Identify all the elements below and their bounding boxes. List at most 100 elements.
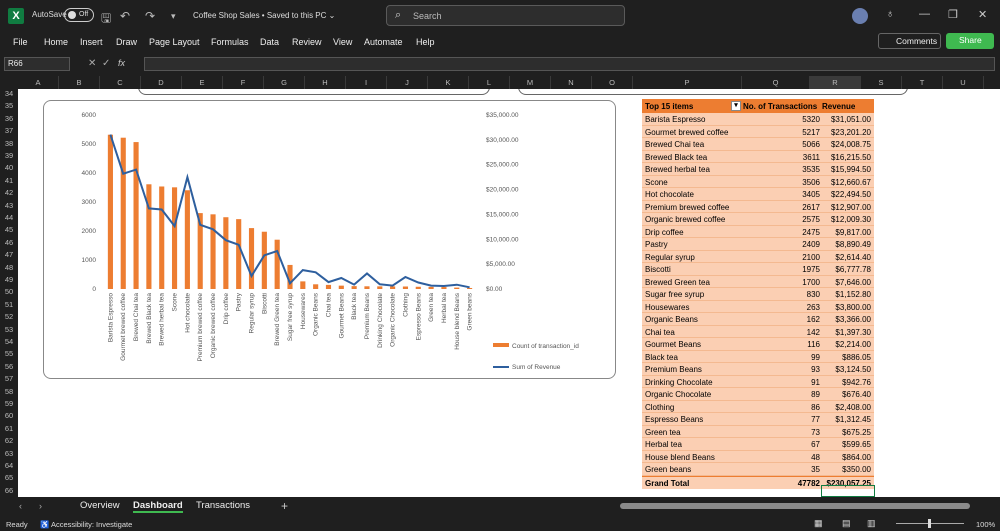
- column-header[interactable]: O: [592, 76, 633, 89]
- row-header[interactable]: 44: [4, 213, 14, 222]
- page-break-view-icon[interactable]: ▥: [867, 518, 876, 528]
- pivot-row[interactable]: Organic brewed coffee 2575 $12,009.30: [642, 213, 874, 226]
- row-header[interactable]: 42: [4, 188, 14, 198]
- row-header[interactable]: 64: [4, 461, 14, 470]
- enter-icon[interactable]: ✓: [102, 58, 111, 69]
- column-header[interactable]: H: [305, 76, 346, 89]
- pivot-row[interactable]: Brewed herbal tea 3535 $15,994.50: [642, 163, 874, 176]
- menu-view[interactable]: View: [333, 37, 353, 47]
- minimize-icon[interactable]: —: [919, 8, 930, 20]
- row-header[interactable]: 56: [4, 361, 14, 371]
- row-header[interactable]: 38: [4, 138, 14, 148]
- pivot-row[interactable]: Chai tea 142 $1,397.30: [642, 326, 874, 338]
- tab-dashboard[interactable]: Dashboard: [133, 500, 183, 513]
- pivot-row[interactable]: Regular syrup 2100 $2,614.40: [642, 251, 874, 263]
- pivot-row[interactable]: Drip coffee 2475 $9,817.00: [642, 226, 874, 238]
- menu-page-layout[interactable]: Page Layout: [149, 37, 200, 47]
- share-button[interactable]: Share: [946, 33, 994, 49]
- worksheet-grid[interactable]: 0 1000 2000 3000 4000 5000 6000 $0.00 $5,000.00 $…: [18, 89, 1000, 497]
- document-title[interactable]: Coffee Shop Sales • Saved to this PC ⌄: [193, 11, 336, 20]
- search-box[interactable]: ⌕ Search: [386, 5, 625, 26]
- redo-icon[interactable]: ↷: [145, 9, 156, 23]
- undo-icon[interactable]: ↶: [120, 9, 131, 23]
- customize-toolbar-icon[interactable]: ▾: [171, 11, 176, 21]
- menu-file[interactable]: File: [13, 37, 28, 47]
- row-header[interactable]: 51: [4, 299, 14, 309]
- avatar[interactable]: [852, 8, 868, 24]
- pivot-row[interactable]: Brewed Green tea 1700 $7,646.00: [642, 276, 874, 288]
- row-header[interactable]: 37: [4, 126, 14, 136]
- menu-review[interactable]: Review: [292, 37, 322, 47]
- row-header[interactable]: 53: [4, 324, 14, 334]
- pivot-row[interactable]: Green beans 35 $350.00: [642, 463, 874, 476]
- row-header[interactable]: 49: [4, 275, 14, 284]
- horizontal-scrollbar[interactable]: [620, 503, 970, 509]
- next-sheet-icon[interactable]: ›: [39, 501, 42, 511]
- pivot-table[interactable]: Top 15 items ▾ No. of Transactions Reven…: [642, 99, 874, 489]
- pivot-row[interactable]: Brewed Chai tea 5066 $24,008.75: [642, 138, 874, 151]
- restore-icon[interactable]: ❐: [948, 9, 958, 21]
- row-header[interactable]: 63: [4, 448, 14, 458]
- pivot-row[interactable]: Premium Beans 93 $3,124.50: [642, 363, 874, 376]
- row-header[interactable]: 34: [4, 89, 14, 98]
- row-header[interactable]: 48: [4, 262, 14, 272]
- autosave-toggle[interactable]: Off: [64, 8, 94, 22]
- pivot-row[interactable]: Gourmet Beans 116 $2,214.00: [642, 338, 874, 351]
- row-header[interactable]: 59: [4, 399, 14, 408]
- column-header[interactable]: Q: [742, 76, 810, 89]
- row-header[interactable]: 60: [4, 411, 14, 421]
- pivot-row[interactable]: Barista Espresso 5320 $31,051.00: [642, 113, 874, 126]
- row-header[interactable]: 66: [4, 485, 14, 495]
- name-box[interactable]: R66: [4, 57, 70, 71]
- column-header[interactable]: U: [943, 76, 984, 89]
- pivot-row[interactable]: Hot chocolate 3405 $22,494.50: [642, 188, 874, 201]
- pivot-row[interactable]: Herbal tea 67 $599.65: [642, 438, 874, 451]
- pivot-row[interactable]: Drinking Chocolate 91 $942.76: [642, 376, 874, 388]
- pivot-row[interactable]: Espresso Beans 77 $1,312.45: [642, 413, 874, 426]
- pivot-row[interactable]: Pastry 2409 $8,890.49: [642, 238, 874, 251]
- column-header[interactable]: B: [59, 76, 100, 89]
- column-header[interactable]: R: [810, 76, 861, 89]
- row-header[interactable]: 40: [4, 163, 14, 173]
- row-header[interactable]: 39: [4, 151, 14, 160]
- row-header[interactable]: 36: [4, 113, 14, 123]
- menu-formulas[interactable]: Formulas: [211, 37, 249, 47]
- filter-dropdown-icon[interactable]: ▾: [731, 101, 741, 111]
- column-header[interactable]: M: [510, 76, 551, 89]
- pivot-row[interactable]: Organic Beans 162 $3,366.00: [642, 313, 874, 326]
- column-header[interactable]: A: [18, 76, 59, 89]
- menu-automate[interactable]: Automate: [364, 37, 403, 47]
- column-header[interactable]: D: [141, 76, 182, 89]
- add-sheet-icon[interactable]: +: [281, 499, 289, 513]
- row-header[interactable]: 58: [4, 386, 14, 396]
- pivot-row[interactable]: Green tea 73 $675.25: [642, 426, 874, 438]
- close-icon[interactable]: ✕: [978, 9, 988, 21]
- pivot-row[interactable]: Brewed Black tea 3611 $16,215.50: [642, 151, 874, 163]
- column-header[interactable]: P: [633, 76, 742, 89]
- row-header[interactable]: 35: [4, 101, 14, 111]
- pivot-row[interactable]: Organic Chocolate 89 $676.40: [642, 388, 874, 401]
- row-header[interactable]: 41: [4, 175, 14, 185]
- column-header[interactable]: I: [346, 76, 387, 89]
- page-layout-view-icon[interactable]: ▤: [842, 518, 851, 528]
- lightbulb-icon[interactable]: ♁: [886, 8, 895, 20]
- column-header[interactable]: J: [387, 76, 428, 89]
- row-header[interactable]: 46: [4, 237, 14, 247]
- column-header[interactable]: F: [223, 76, 264, 89]
- prev-sheet-icon[interactable]: ‹: [19, 501, 22, 511]
- formula-input[interactable]: [144, 57, 995, 71]
- column-header[interactable]: G: [264, 76, 305, 89]
- row-header[interactable]: 54: [4, 337, 14, 346]
- tab-overview[interactable]: Overview: [80, 500, 120, 511]
- column-header[interactable]: T: [902, 76, 943, 89]
- cancel-icon[interactable]: ✕: [88, 58, 97, 69]
- column-header[interactable]: C: [100, 76, 141, 89]
- pivot-row[interactable]: Housewares 263 $3,800.00: [642, 301, 874, 313]
- column-header[interactable]: L: [469, 76, 510, 89]
- row-header[interactable]: 65: [4, 473, 14, 483]
- pivot-row[interactable]: Clothing 86 $2,408.00: [642, 401, 874, 413]
- save-icon[interactable]: 🖫: [101, 11, 112, 25]
- row-header[interactable]: 57: [4, 374, 14, 384]
- row-header[interactable]: 61: [4, 423, 14, 433]
- column-header[interactable]: K: [428, 76, 469, 89]
